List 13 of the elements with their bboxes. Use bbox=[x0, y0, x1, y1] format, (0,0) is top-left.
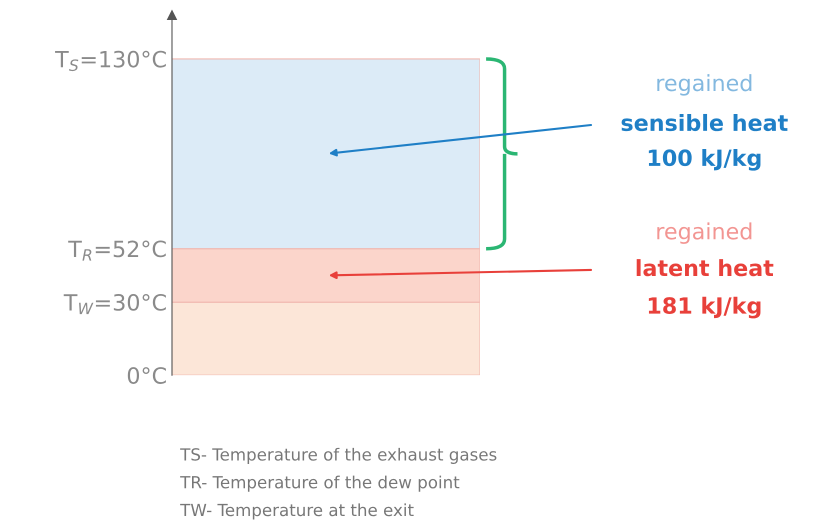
text: 100 kJ/kg bbox=[648, 148, 760, 171]
text: TW- Temperature at the exit bbox=[180, 503, 414, 520]
y-tick-label: T$_{S}$=130°C bbox=[55, 50, 166, 72]
text: TS- Temperature of the exhaust gases bbox=[180, 448, 496, 464]
text: latent heat bbox=[636, 259, 774, 276]
text: sensible heat bbox=[622, 114, 788, 132]
text: 181 kJ/kg bbox=[648, 296, 760, 318]
y-tick-label: 0°C bbox=[128, 367, 166, 384]
text: regained bbox=[657, 74, 752, 96]
text: TR- Temperature of the dew point bbox=[180, 476, 460, 492]
y-tick-label: T$_{W}$=30°C bbox=[64, 294, 166, 314]
y-tick-label: T$_{R}$=52°C bbox=[68, 240, 166, 261]
text: regained bbox=[657, 222, 752, 244]
